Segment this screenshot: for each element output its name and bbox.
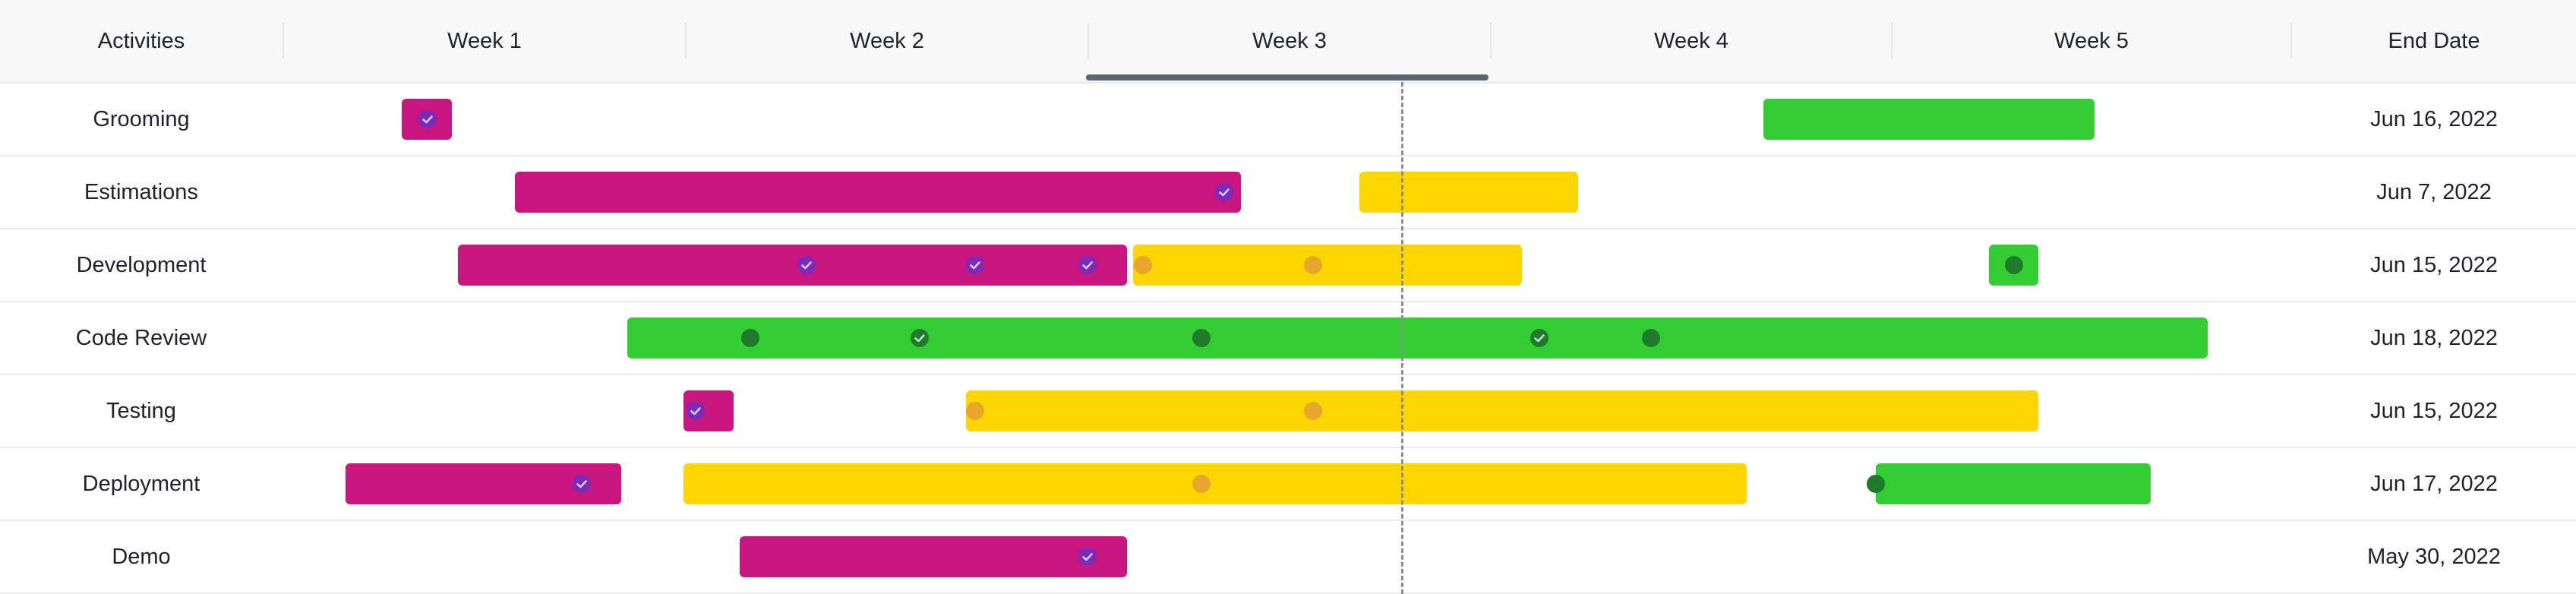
- activity-name: Demo: [112, 544, 171, 569]
- check-circle-icon[interactable]: [797, 256, 816, 274]
- check-circle-icon[interactable]: [910, 329, 929, 347]
- gantt-bar-planned[interactable]: [1875, 463, 2151, 504]
- activity-name: Grooming: [93, 106, 190, 131]
- header-divider: [1088, 23, 1089, 59]
- gantt-header: Activities Week 1 Week 2 Week 3 Week 4 W…: [0, 0, 2576, 84]
- activity-row: Code Review Jun 18, 2022: [0, 302, 2576, 375]
- check-circle-icon[interactable]: [965, 256, 984, 274]
- milestone-dot-icon[interactable]: [1303, 256, 1322, 274]
- milestone-dot-icon[interactable]: [1866, 475, 1885, 493]
- activity-row: Development Jun 15, 2022: [0, 229, 2576, 302]
- milestone-dot-icon[interactable]: [1303, 402, 1322, 420]
- activity-row: Estimations Jun 7, 2022: [0, 156, 2576, 229]
- gantt-bar-planned[interactable]: [627, 318, 2208, 359]
- header-divider: [685, 23, 687, 59]
- milestone-dot-icon[interactable]: [741, 329, 760, 347]
- gantt-bar-in-progress[interactable]: [965, 390, 2039, 431]
- milestone-dot-icon[interactable]: [1192, 475, 1211, 493]
- end-date: Jun 15, 2022: [2370, 252, 2498, 277]
- end-date: Jun 18, 2022: [2370, 325, 2498, 350]
- header-divider: [2290, 23, 2292, 59]
- activity-row: Testing Jun 15, 2022: [0, 375, 2576, 448]
- activity-name: Estimations: [84, 179, 198, 204]
- header-divider: [1891, 23, 1893, 59]
- activity-row: Grooming Jun 16, 2022: [0, 84, 2576, 156]
- week-column-header[interactable]: Week 2: [850, 28, 924, 53]
- gantt-bar-done[interactable]: [740, 536, 1127, 577]
- end-date: Jun 17, 2022: [2370, 471, 2498, 496]
- week-column-header-active[interactable]: Week 3: [1252, 28, 1327, 53]
- activities-column-header: Activities: [97, 28, 185, 53]
- check-circle-icon[interactable]: [1530, 329, 1548, 347]
- milestone-dot-icon[interactable]: [1192, 329, 1211, 347]
- end-date: Jun 15, 2022: [2370, 398, 2498, 423]
- activity-name: Code Review: [75, 325, 207, 350]
- check-circle-icon[interactable]: [1214, 183, 1233, 201]
- gantt-bar-done[interactable]: [458, 245, 1127, 286]
- activity-name: Development: [76, 252, 207, 277]
- end-date-column-header: End Date: [2388, 28, 2480, 53]
- milestone-dot-icon[interactable]: [1642, 329, 1661, 347]
- gantt-bar-in-progress[interactable]: [1359, 172, 1579, 213]
- check-circle-icon[interactable]: [418, 110, 437, 128]
- header-divider: [1490, 23, 1492, 59]
- active-week-indicator: [1086, 74, 1488, 81]
- check-circle-icon[interactable]: [1078, 256, 1097, 274]
- week-column-header[interactable]: Week 1: [447, 28, 522, 53]
- activity-name: Testing: [106, 398, 176, 423]
- activity-name: Deployment: [82, 471, 200, 496]
- gantt-bar-done[interactable]: [514, 172, 1241, 213]
- check-circle-icon[interactable]: [1078, 548, 1097, 566]
- activity-row: Deployment Jun 17, 2022: [0, 448, 2576, 521]
- milestone-dot-icon[interactable]: [1134, 256, 1153, 274]
- today-marker-line: [1401, 82, 1404, 594]
- check-circle-icon[interactable]: [686, 402, 705, 420]
- gantt-bar-planned[interactable]: [1763, 99, 2095, 140]
- week-column-header[interactable]: Week 5: [2054, 28, 2129, 53]
- end-date: Jun 16, 2022: [2370, 106, 2498, 131]
- check-circle-icon[interactable]: [572, 475, 591, 493]
- milestone-dot-icon[interactable]: [2005, 256, 2024, 274]
- week-column-header[interactable]: Week 4: [1654, 28, 1728, 53]
- gantt-bar-in-progress[interactable]: [683, 463, 1747, 504]
- end-date: Jun 7, 2022: [2376, 179, 2492, 204]
- header-divider: [283, 23, 284, 59]
- end-date: May 30, 2022: [2367, 544, 2501, 569]
- gantt-bar-in-progress[interactable]: [1133, 245, 1522, 286]
- milestone-dot-icon[interactable]: [965, 402, 984, 420]
- activity-row: Demo May 30, 2022: [0, 521, 2576, 594]
